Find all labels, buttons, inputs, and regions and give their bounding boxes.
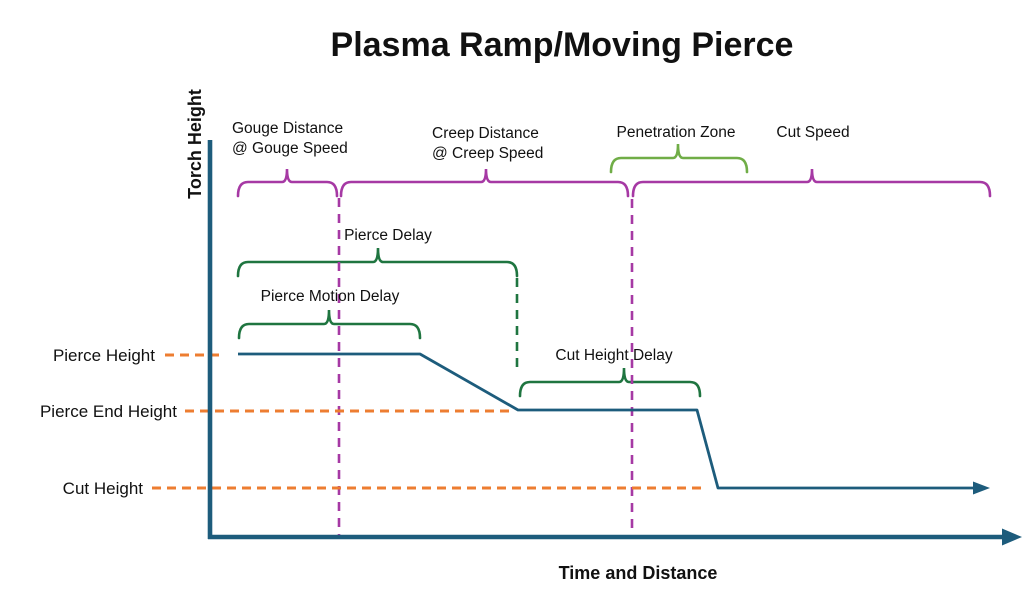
pierce-motion-delay-brace	[237, 309, 422, 340]
trajectory-arrowhead	[973, 481, 990, 495]
cut-height-label: Cut Height	[63, 479, 144, 498]
pierce-delay-brace	[236, 247, 519, 278]
torch-height-trajectory	[238, 352, 976, 490]
pierce-end-height-label: Pierce End Height	[40, 402, 177, 421]
gouge-distance-label-line2: @ Gouge Speed	[232, 140, 348, 157]
cut-speed-brace	[631, 168, 992, 198]
gouge-distance-label-line1: Gouge Distance	[232, 120, 343, 137]
cut-height-delay-label: Cut Height Delay	[555, 347, 672, 364]
x-axis-arrowhead	[1002, 528, 1022, 546]
gouge-distance-brace	[236, 168, 339, 198]
penetration-zone-brace	[609, 143, 749, 174]
cut-speed-label: Cut Speed	[776, 124, 849, 141]
pierce-delay-label: Pierce Delay	[344, 227, 432, 244]
creep-distance-label-line1: Creep Distance	[432, 125, 539, 142]
pierce-height-label: Pierce Height	[53, 346, 155, 365]
x-axis-label: Time and Distance	[559, 563, 718, 583]
y-axis-label: Torch Height	[185, 89, 205, 199]
creep-distance-label-line2: @ Creep Speed	[432, 145, 543, 162]
creep-distance-brace	[339, 168, 630, 198]
cut-height-delay-brace	[518, 367, 702, 398]
penetration-zone-label: Penetration Zone	[617, 124, 736, 141]
diagram-title: Plasma Ramp/Moving Pierce	[331, 26, 794, 64]
pierce-motion-delay-label: Pierce Motion Delay	[261, 288, 400, 305]
